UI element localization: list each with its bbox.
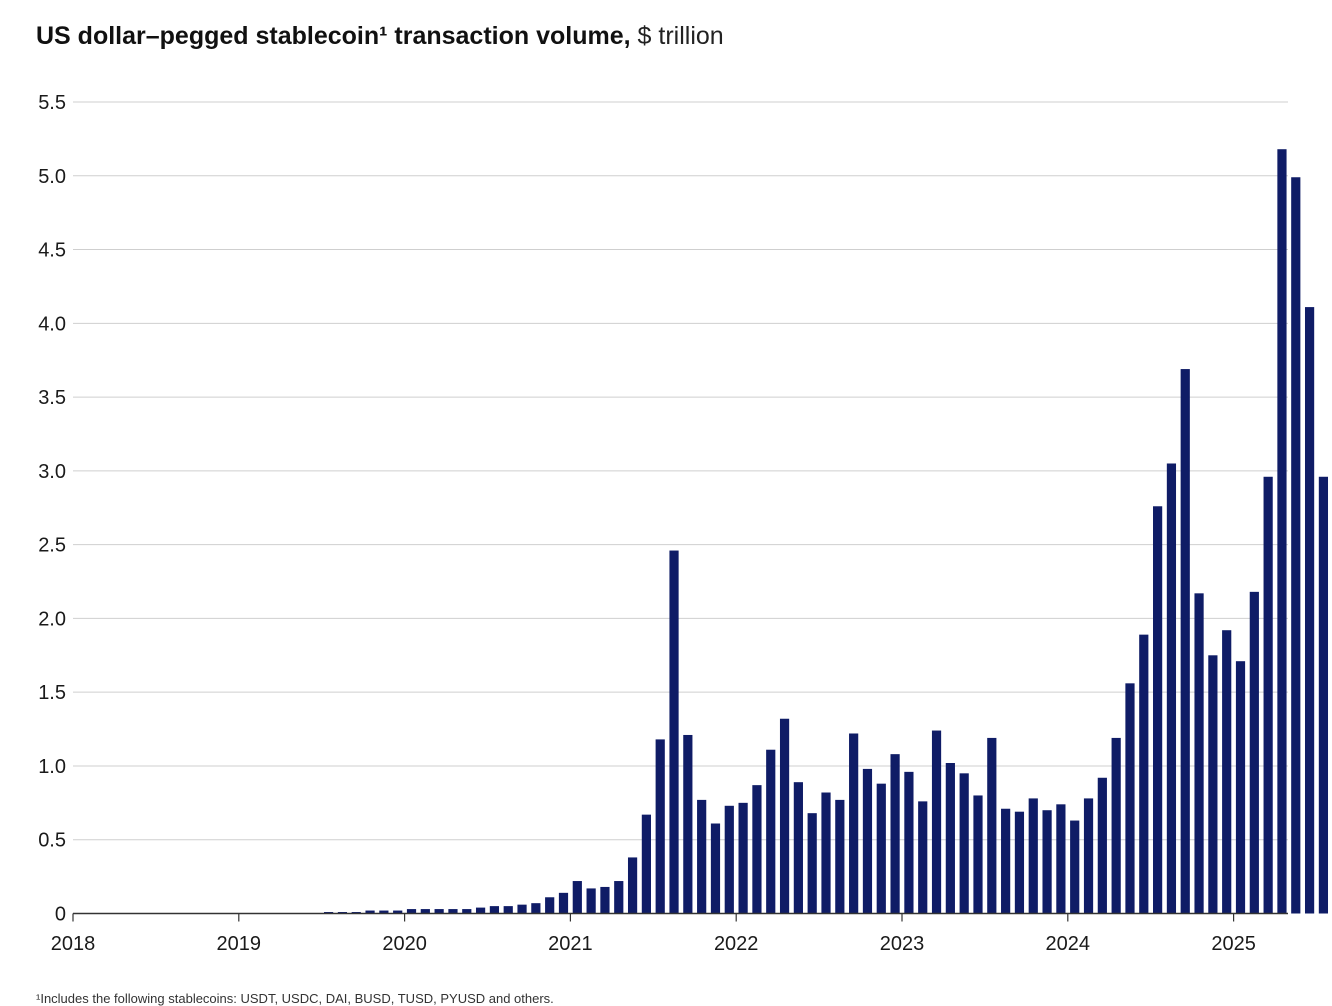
x-tick-label: 2019 bbox=[217, 933, 262, 955]
bar bbox=[931, 730, 942, 914]
bar bbox=[738, 802, 748, 914]
bar bbox=[1277, 149, 1287, 914]
bar bbox=[1028, 798, 1038, 914]
bar bbox=[1083, 798, 1094, 914]
bar bbox=[379, 910, 389, 914]
bar bbox=[890, 754, 900, 914]
bar bbox=[1125, 683, 1135, 914]
bar bbox=[558, 892, 569, 914]
gridlines bbox=[73, 101, 1288, 841]
bar bbox=[393, 910, 403, 914]
bar bbox=[517, 904, 527, 914]
chart-title: US dollar–pegged stablecoin¹ transaction… bbox=[36, 22, 724, 51]
bar bbox=[876, 783, 886, 914]
bar bbox=[434, 909, 444, 914]
bar bbox=[1111, 737, 1121, 914]
bar bbox=[669, 550, 679, 914]
bar bbox=[614, 881, 624, 914]
bar bbox=[1235, 661, 1246, 914]
bars bbox=[324, 149, 1329, 914]
bar bbox=[1056, 804, 1066, 914]
bar bbox=[641, 814, 651, 914]
bar bbox=[586, 888, 596, 914]
bar bbox=[697, 799, 707, 914]
x-tick-label: 2020 bbox=[382, 933, 427, 955]
y-tick-label: 5.5 bbox=[38, 92, 66, 114]
bar bbox=[1042, 810, 1052, 914]
bar bbox=[793, 782, 803, 914]
bar bbox=[683, 734, 693, 914]
footnote: ¹Includes the following stablecoins: USD… bbox=[36, 991, 554, 1006]
bar bbox=[1014, 811, 1025, 914]
bar bbox=[1291, 177, 1301, 914]
bar bbox=[987, 737, 997, 914]
bar bbox=[752, 785, 762, 914]
bar bbox=[1318, 476, 1329, 914]
bar bbox=[475, 907, 486, 914]
bar bbox=[1180, 369, 1190, 914]
bar bbox=[655, 739, 665, 914]
y-tick-label: 3.5 bbox=[38, 387, 66, 409]
bar bbox=[545, 897, 555, 914]
bar bbox=[959, 773, 969, 914]
bar bbox=[710, 823, 721, 914]
bar bbox=[835, 799, 845, 914]
chart-unit: $ trillion bbox=[637, 22, 724, 50]
bar bbox=[1070, 820, 1080, 914]
bar bbox=[627, 857, 638, 914]
bar bbox=[1263, 476, 1273, 914]
bar bbox=[406, 909, 417, 914]
x-tick-label: 2023 bbox=[880, 933, 925, 955]
bar bbox=[973, 795, 983, 914]
bar bbox=[531, 903, 541, 914]
x-tick-label: 2021 bbox=[548, 933, 593, 955]
bar bbox=[1139, 634, 1149, 914]
bar bbox=[779, 718, 790, 914]
bar bbox=[945, 763, 955, 914]
x-tick-label: 2024 bbox=[1046, 933, 1091, 955]
bar bbox=[572, 881, 582, 914]
x-tick-label: 2025 bbox=[1211, 933, 1256, 955]
bar bbox=[1166, 463, 1177, 914]
y-tick-label: 3.0 bbox=[38, 461, 66, 483]
bar bbox=[918, 801, 928, 914]
chart-title-text: US dollar–pegged stablecoin¹ transaction… bbox=[36, 22, 631, 50]
y-tick-label: 4.5 bbox=[38, 240, 66, 262]
bar bbox=[462, 909, 472, 914]
y-axis-labels: 0 0.5 1.0 1.5 2.0 2.5 3.0 3.5 4.0 4.5 5.0 5.5 bbox=[38, 92, 66, 926]
y-tick-label: 4.0 bbox=[38, 313, 66, 335]
bar bbox=[1001, 808, 1011, 914]
bar bbox=[1304, 307, 1315, 914]
y-tick-label: 5.0 bbox=[38, 166, 66, 188]
y-tick-label: 1.0 bbox=[38, 756, 66, 778]
bar bbox=[807, 813, 817, 914]
y-tick-label: 1.5 bbox=[38, 682, 66, 704]
bar bbox=[724, 805, 734, 914]
bar bbox=[420, 909, 430, 914]
bar bbox=[1097, 777, 1107, 914]
bar bbox=[904, 771, 914, 914]
bar bbox=[600, 886, 610, 914]
bar bbox=[1194, 593, 1204, 914]
bar bbox=[821, 792, 831, 914]
bar bbox=[766, 749, 776, 914]
y-tick-label: 0.5 bbox=[38, 830, 66, 852]
bar bbox=[503, 906, 513, 914]
y-tick-label: 2.5 bbox=[38, 535, 66, 557]
bar bbox=[1208, 655, 1218, 914]
bar bbox=[1249, 591, 1259, 914]
y-tick-label: 2.0 bbox=[38, 608, 66, 630]
bar bbox=[1153, 506, 1163, 914]
x-axis-ticks: 2018 2019 2020 2021 2022 2023 2024 2025 bbox=[51, 913, 1256, 955]
bar bbox=[448, 909, 458, 914]
y-tick-label: 0 bbox=[55, 904, 66, 926]
bar bbox=[365, 910, 375, 914]
x-tick-label: 2022 bbox=[714, 933, 759, 955]
bar bbox=[489, 906, 500, 914]
x-tick-label: 2018 bbox=[51, 933, 96, 955]
bar bbox=[862, 768, 873, 914]
bar bbox=[1222, 630, 1232, 914]
bar bbox=[849, 733, 859, 914]
